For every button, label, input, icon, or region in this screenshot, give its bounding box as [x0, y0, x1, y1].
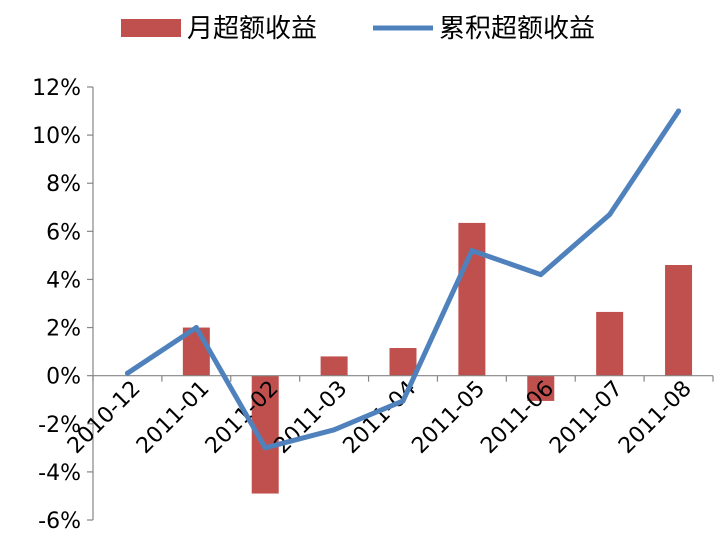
bar-2011-06 — [527, 375, 555, 401]
legend-bar-label: 月超额收益 — [187, 14, 317, 44]
x-tick-label: 2011-06 — [476, 376, 559, 459]
bar-2011-08 — [665, 265, 693, 376]
legend-line-label: 累积超额收益 — [439, 14, 595, 44]
y-tick-label: 12% — [32, 76, 81, 101]
line-point-2011-03 — [331, 427, 337, 433]
axes — [92, 87, 713, 520]
x-ticks: 2010-122011-012011-022011-032011-042011-… — [63, 375, 714, 459]
y-tick-label: 0% — [46, 365, 81, 390]
y-tick-label: 10% — [32, 124, 81, 149]
bar-2011-07 — [596, 311, 624, 376]
x-tick-label: 2011-01 — [132, 376, 215, 459]
bar-2011-05 — [458, 222, 486, 376]
line-point-2011-01 — [193, 325, 199, 331]
line-point-2011-06 — [538, 272, 544, 278]
y-ticks: -6% -4% -2% 0% 2% 4% 6% 8% 10% 12% — [32, 76, 93, 534]
x-tick-label: 2011-05 — [407, 376, 490, 459]
line-point-2011-04 — [400, 398, 406, 404]
line-point-2011-07 — [607, 211, 613, 217]
bar-2011-03 — [320, 356, 348, 376]
x-tick-label: 2011-03 — [270, 376, 353, 459]
line-point-2011-08 — [676, 108, 682, 114]
legend: 月超额收益 累积超额收益 — [121, 14, 595, 44]
bars — [182, 222, 693, 494]
y-tick-label: 8% — [46, 172, 81, 197]
bar-2011-04 — [389, 348, 417, 376]
line-point-2011-05 — [469, 248, 475, 254]
x-tick-label: 2011-08 — [614, 376, 697, 459]
line-series — [124, 108, 682, 451]
x-tick-label: 2011-07 — [545, 376, 628, 459]
y-tick-label: 2% — [46, 317, 81, 342]
line-point-2011-02 — [262, 445, 268, 451]
y-tick-label: -6% — [38, 509, 81, 534]
line-point-2010-12 — [124, 370, 130, 376]
y-tick-label: 4% — [46, 268, 81, 293]
y-tick-label: -2% — [38, 413, 81, 438]
y-tick-label: -4% — [38, 461, 81, 486]
legend-bar-swatch — [121, 19, 181, 37]
y-tick-label: 6% — [46, 220, 81, 245]
